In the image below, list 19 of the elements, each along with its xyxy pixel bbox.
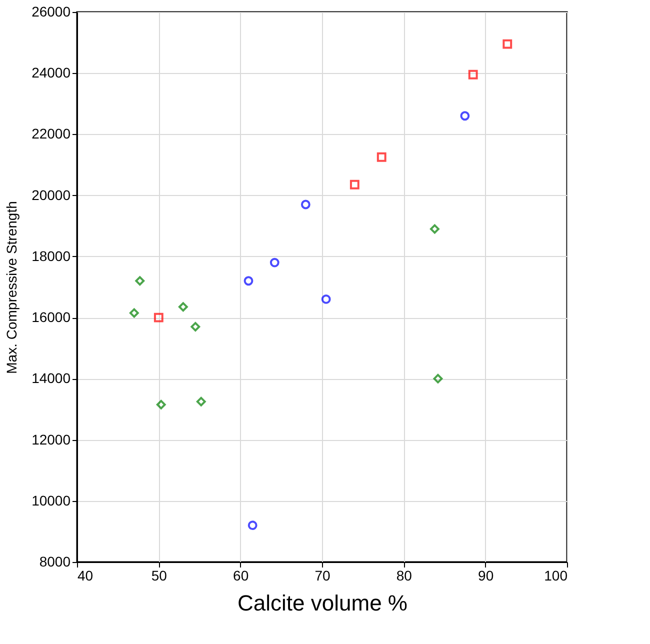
y-tick-label: 24000 xyxy=(32,64,71,81)
y-axis-title: Max. Compressive Strength xyxy=(4,201,20,374)
x-tick-label: 80 xyxy=(396,568,412,584)
x-tick-label: 40 xyxy=(78,568,94,584)
y-tick-label: 22000 xyxy=(32,126,71,142)
y-tick-label: 10000 xyxy=(32,492,71,508)
y-tick-label: 12000 xyxy=(32,431,71,448)
y-tick-label: 18000 xyxy=(32,248,71,264)
y-tick-label: 14000 xyxy=(32,370,71,386)
y-tick-label: 8000 xyxy=(39,554,71,570)
x-tick-label: 70 xyxy=(314,568,330,584)
y-tick-label: 20000 xyxy=(32,186,71,203)
y-tick-label: 16000 xyxy=(32,309,71,326)
x-tick-label: 90 xyxy=(478,568,494,584)
x-tick-label: 60 xyxy=(233,568,249,584)
x-tick-label: 100 xyxy=(544,568,568,584)
x-tick-label: 50 xyxy=(151,568,168,584)
y-tick-label: 26000 xyxy=(32,4,71,20)
x-axis-title: Calcite volume % xyxy=(238,590,408,616)
